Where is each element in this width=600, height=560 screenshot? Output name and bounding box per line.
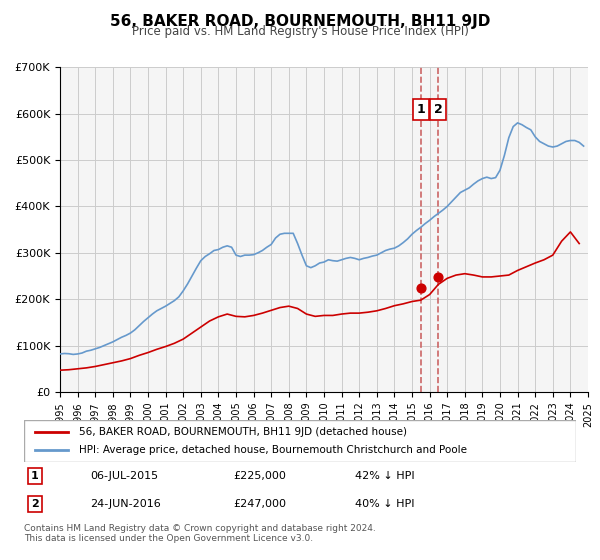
Text: 1: 1 — [31, 471, 39, 481]
Text: £225,000: £225,000 — [234, 471, 287, 481]
FancyBboxPatch shape — [24, 420, 576, 462]
Text: 1: 1 — [416, 103, 425, 116]
Text: 40% ↓ HPI: 40% ↓ HPI — [355, 499, 415, 509]
Text: 2: 2 — [434, 103, 442, 116]
Text: 56, BAKER ROAD, BOURNEMOUTH, BH11 9JD: 56, BAKER ROAD, BOURNEMOUTH, BH11 9JD — [110, 14, 490, 29]
Text: HPI: Average price, detached house, Bournemouth Christchurch and Poole: HPI: Average price, detached house, Bour… — [79, 445, 467, 455]
Point — [433, 273, 443, 282]
Text: 06-JUL-2015: 06-JUL-2015 — [90, 471, 158, 481]
Text: Contains HM Land Registry data © Crown copyright and database right 2024.
This d: Contains HM Land Registry data © Crown c… — [24, 524, 376, 543]
Text: 24-JUN-2016: 24-JUN-2016 — [90, 499, 161, 509]
Text: 42% ↓ HPI: 42% ↓ HPI — [355, 471, 415, 481]
Text: 2: 2 — [31, 499, 39, 509]
Text: £247,000: £247,000 — [234, 499, 287, 509]
Text: 56, BAKER ROAD, BOURNEMOUTH, BH11 9JD (detached house): 56, BAKER ROAD, BOURNEMOUTH, BH11 9JD (d… — [79, 427, 407, 437]
Point — [416, 283, 426, 292]
Text: Price paid vs. HM Land Registry's House Price Index (HPI): Price paid vs. HM Land Registry's House … — [131, 25, 469, 38]
